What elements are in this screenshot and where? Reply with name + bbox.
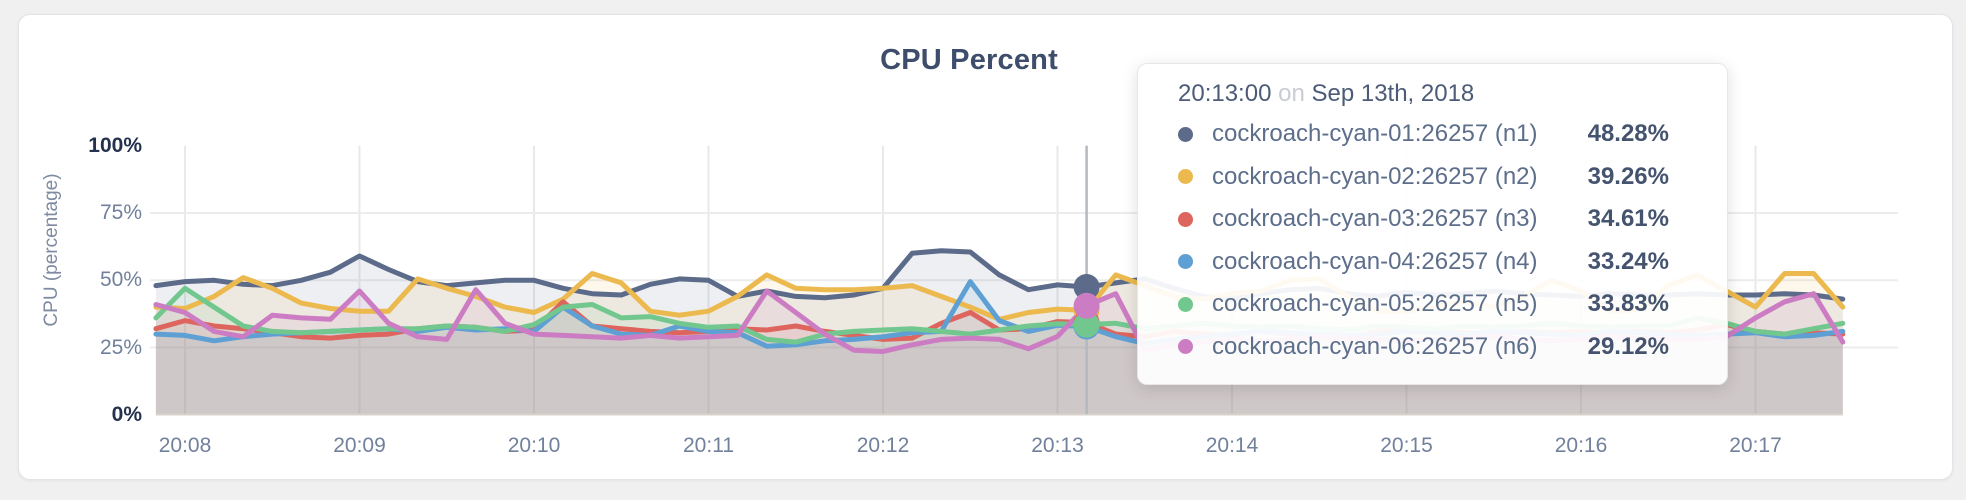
hover-dot xyxy=(1073,311,1100,338)
x-tick-label: 20:09 xyxy=(333,434,386,457)
x-tick-label: 20:15 xyxy=(1380,434,1433,457)
series-color-dot xyxy=(1178,211,1193,227)
y-tick-label: 75% xyxy=(99,201,142,224)
x-tick-label: 20:13 xyxy=(1031,434,1084,457)
series-value: 34.61% xyxy=(1587,205,1669,233)
tooltip-date: Sep 13th, 2018 xyxy=(1311,80,1475,107)
series-label: cockroach-cyan-02:26257 (n2) xyxy=(1212,162,1538,190)
series-value: 39.26% xyxy=(1587,162,1669,190)
tooltip-header: 20:13:00 on Sep 13th, 2018 xyxy=(1178,77,1669,113)
x-tick-label: 20:12 xyxy=(856,434,910,457)
series-color-dot xyxy=(1178,126,1193,142)
series-color-dot xyxy=(1178,254,1193,270)
series-value: 33.24% xyxy=(1587,247,1669,275)
series-label: cockroach-cyan-03:26257 (n3) xyxy=(1212,205,1538,233)
series-area xyxy=(155,301,1843,414)
hover-tooltip: 20:13:00 on Sep 13th, 2018 cockroach-cya… xyxy=(1137,63,1728,385)
hover-dot xyxy=(1073,292,1100,319)
series-color-dot xyxy=(1178,339,1193,355)
x-tick-label: 20:08 xyxy=(158,434,212,457)
y-axis-title: CPU (percentage) xyxy=(41,173,62,327)
tooltip-row: cockroach-cyan-04:26257 (n4) 33.24% xyxy=(1178,241,1669,284)
series-value: 33.83% xyxy=(1587,290,1669,318)
hover-dot xyxy=(1073,273,1100,300)
x-tick-label: 20:14 xyxy=(1205,434,1259,457)
series-color-dot xyxy=(1178,169,1193,185)
tooltip-conjunction: on xyxy=(1278,80,1305,107)
chart-title: CPU Percent xyxy=(880,44,1058,76)
tooltip-row: cockroach-cyan-05:26257 (n5) 33.83% xyxy=(1178,283,1669,326)
series-value: 29.12% xyxy=(1587,332,1669,360)
x-tick-label: 20:10 xyxy=(507,434,561,457)
series-label: cockroach-cyan-01:26257 (n1) xyxy=(1212,120,1538,148)
tooltip-row: cockroach-cyan-03:26257 (n3) 34.61% xyxy=(1178,198,1669,241)
x-tick-label: 20:11 xyxy=(683,434,734,457)
series-label: cockroach-cyan-06:26257 (n6) xyxy=(1212,332,1538,360)
x-tick-label: 20:17 xyxy=(1729,434,1782,457)
y-tick-label: 25% xyxy=(99,335,142,359)
series-label: cockroach-cyan-05:26257 (n5) xyxy=(1212,290,1538,318)
series-value: 48.28% xyxy=(1587,120,1669,148)
tooltip-row: cockroach-cyan-06:26257 (n6) 29.12% xyxy=(1178,326,1669,369)
series-color-dot xyxy=(1178,296,1193,312)
y-tick-label: 0% xyxy=(111,402,142,426)
tooltip-row: cockroach-cyan-02:26257 (n2) 39.26% xyxy=(1178,156,1669,199)
y-tick-label: 100% xyxy=(88,133,142,157)
tooltip-row: cockroach-cyan-01:26257 (n1) 48.28% xyxy=(1178,113,1669,156)
tooltip-rows: cockroach-cyan-01:26257 (n1) 48.28% cockro… xyxy=(1178,113,1669,368)
x-tick-label: 20:16 xyxy=(1554,434,1608,457)
series-label: cockroach-cyan-04:26257 (n4) xyxy=(1212,247,1538,275)
tooltip-time: 20:13:00 xyxy=(1178,80,1272,107)
y-tick-label: 50% xyxy=(99,268,142,292)
